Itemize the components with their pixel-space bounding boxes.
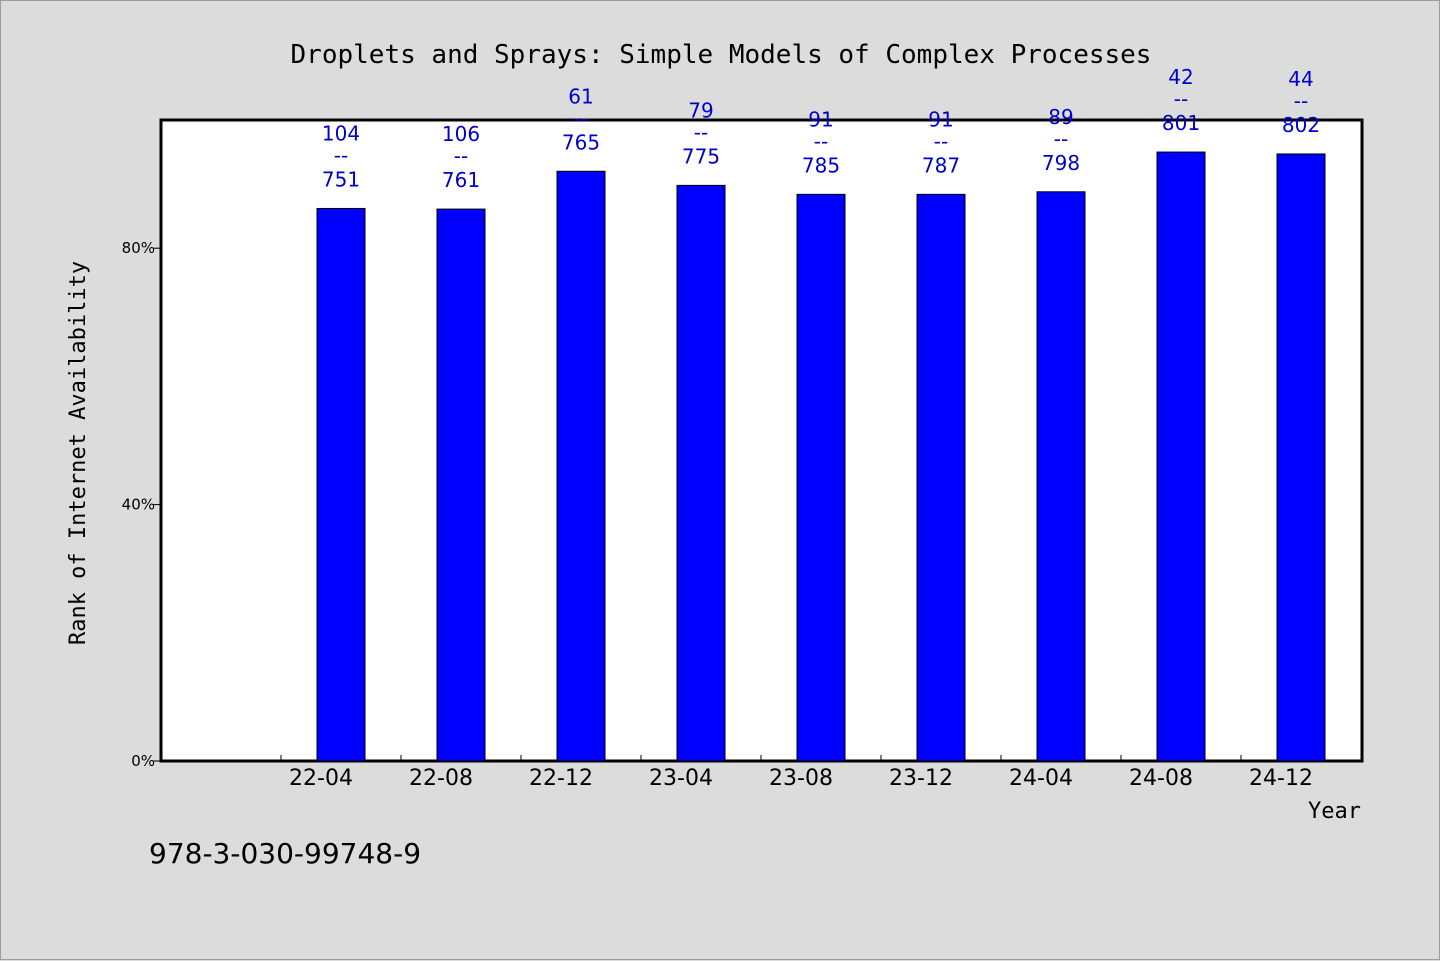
y-axis-label: Rank of Internet Availability xyxy=(66,261,91,645)
data-label-separator: -- xyxy=(934,129,948,153)
data-label-top: 91 xyxy=(928,107,953,131)
bar-23-08 xyxy=(796,193,846,762)
x-tick-label: 22-08 xyxy=(409,766,473,791)
data-label-top: 91 xyxy=(808,107,833,131)
data-label-bottom: 751 xyxy=(322,167,360,191)
bar-23-12 xyxy=(916,193,966,762)
y-tick-label: 40% xyxy=(122,496,155,514)
x-tick-label: 23-12 xyxy=(889,766,953,791)
data-label-top: 104 xyxy=(322,121,360,145)
bar-24-12 xyxy=(1276,153,1326,762)
data-label-separator: -- xyxy=(814,129,828,153)
bar-22-08 xyxy=(436,208,486,762)
data-label-separator: -- xyxy=(334,143,348,167)
bar-24-08 xyxy=(1156,151,1206,762)
data-label-bottom: 801 xyxy=(1162,111,1200,135)
data-label-top: 42 xyxy=(1168,65,1193,89)
data-label-bottom: 761 xyxy=(442,168,480,192)
data-label-separator: -- xyxy=(694,120,708,144)
x-tick-label: 22-04 xyxy=(289,766,353,791)
data-label-separator: -- xyxy=(1054,127,1068,151)
data-label-bottom: 802 xyxy=(1282,113,1320,137)
data-label-bottom: 798 xyxy=(1042,151,1080,175)
data-label-separator: -- xyxy=(1294,89,1308,113)
data-label-top: 79 xyxy=(688,98,713,122)
data-label-top: 89 xyxy=(1048,105,1073,129)
x-tick-label: 24-12 xyxy=(1249,766,1313,791)
x-axis-label: Year xyxy=(1308,799,1361,824)
data-label-top: 106 xyxy=(442,122,480,146)
data-label-bottom: 765 xyxy=(562,130,600,154)
data-label-bottom: 787 xyxy=(922,153,960,177)
data-labels-layer: 104--751106--76161--76579--77591--78591-… xyxy=(322,65,1320,192)
data-label-bottom: 785 xyxy=(802,153,840,177)
x-tick-label: 23-08 xyxy=(769,766,833,791)
y-tick-label: 0% xyxy=(131,752,155,770)
x-axis-ticks: 22-04 22-08 22-12 23-04 23-08 23-12 24-04 24-08… xyxy=(280,755,1362,791)
y-tick-label: 80% xyxy=(122,239,155,257)
x-tick-label: 24-04 xyxy=(1009,766,1073,791)
bars-layer xyxy=(316,151,1326,762)
x-tick-label: 24-08 xyxy=(1129,766,1193,791)
chart-title: Droplets and Sprays: Simple Models of Co… xyxy=(291,40,1152,70)
data-label-bottom: 775 xyxy=(682,144,720,168)
bar-23-04 xyxy=(676,184,726,762)
data-label-separator: -- xyxy=(1174,87,1188,111)
data-label-separator: -- xyxy=(454,144,468,168)
data-label-top: 61 xyxy=(568,84,593,108)
x-tick-label: 23-04 xyxy=(649,766,713,791)
bar-22-04 xyxy=(316,207,366,762)
isbn-text: 978-3-030-99748-9 xyxy=(149,837,421,870)
data-label-top: 44 xyxy=(1288,67,1313,91)
bar-22-12 xyxy=(556,170,606,762)
bar-24-04 xyxy=(1036,191,1086,762)
y-axis-ticks: 0% 40% 80% xyxy=(122,239,161,770)
x-tick-label: 22-12 xyxy=(529,766,593,791)
data-label-separator: -- xyxy=(574,106,588,130)
